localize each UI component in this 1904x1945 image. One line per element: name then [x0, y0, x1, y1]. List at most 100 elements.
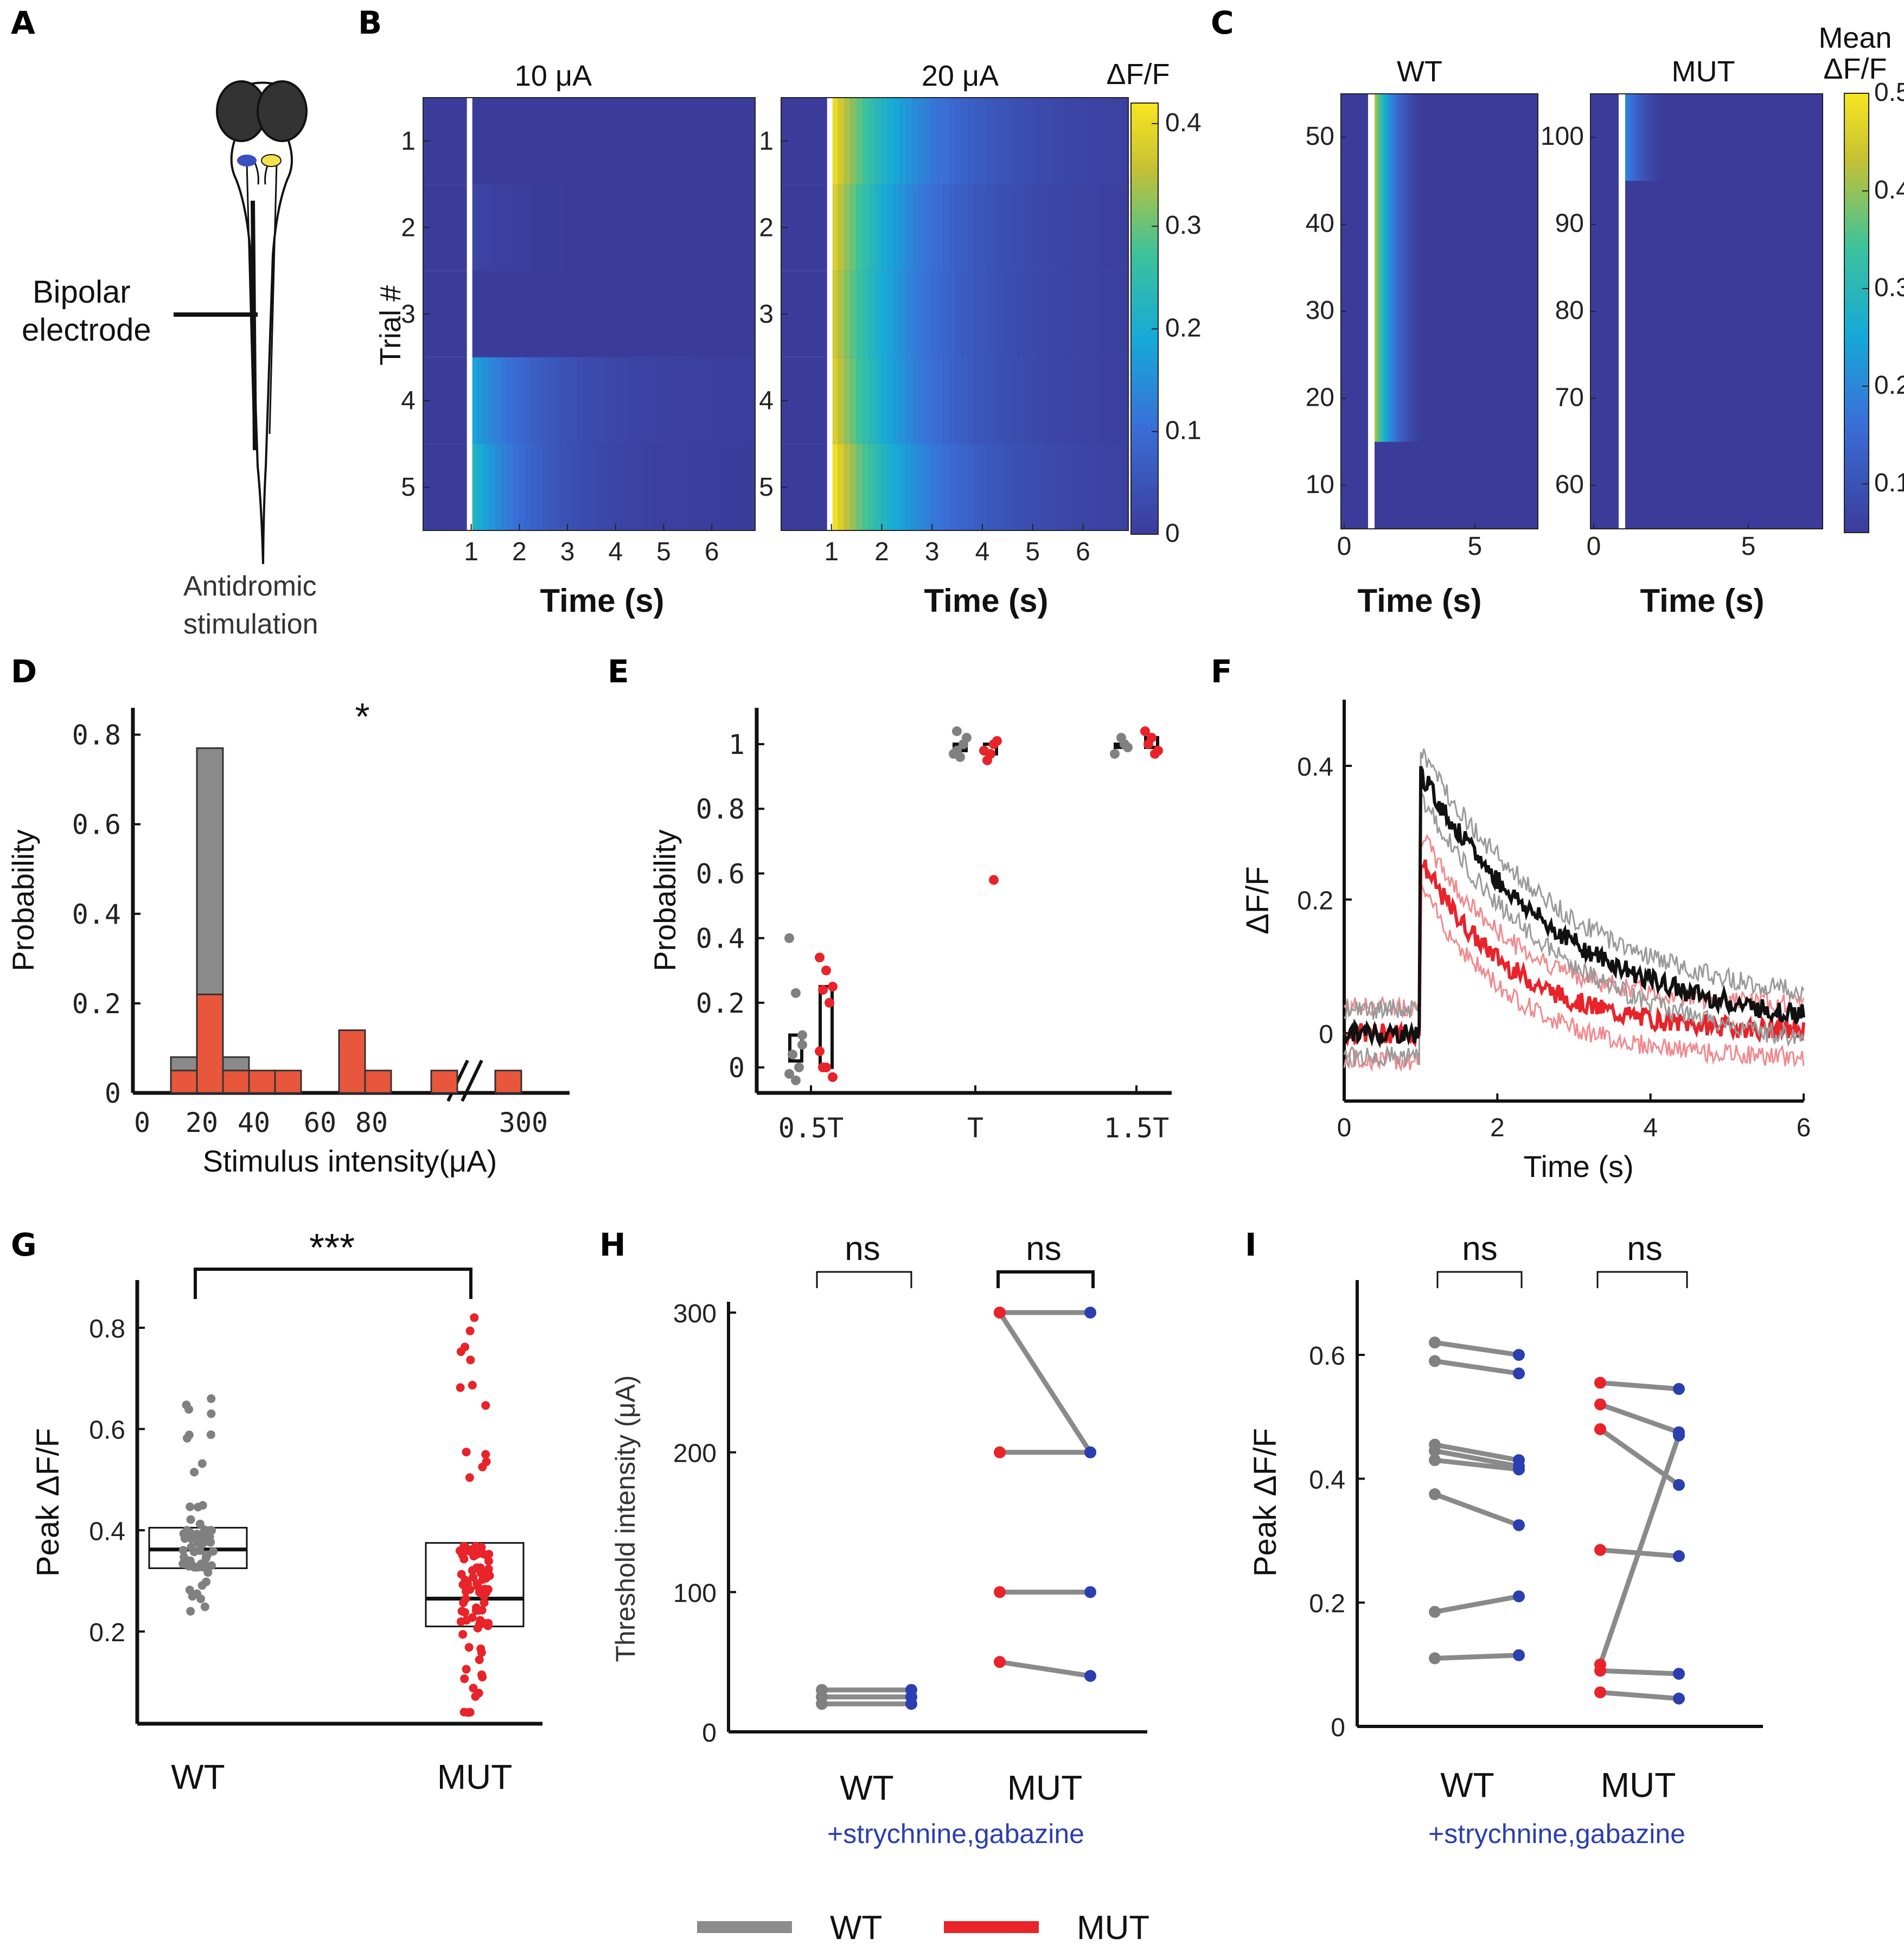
wt-point [202, 1577, 211, 1586]
heatmap-cell [572, 271, 578, 357]
heatmap-cell [648, 98, 655, 184]
heatmap-cell [542, 98, 549, 184]
heatmap-cell [942, 271, 950, 357]
mut-point [483, 1585, 493, 1594]
heatmap-cell [701, 98, 708, 184]
colorbar-tick-label: 0 [1165, 519, 1180, 548]
x-tick-label: 60 [304, 1107, 336, 1138]
panel-f: 0 2 4 6 0 0.2 0.4 Time (s) ΔF/F [1240, 700, 1811, 1183]
heatmap-cell [631, 271, 637, 357]
heatmap-cell [918, 184, 925, 271]
x-tick-label: 0 [1337, 1114, 1352, 1142]
wt-point [180, 1534, 189, 1543]
heatmap-cell [583, 444, 590, 530]
heatmap-cell [495, 271, 502, 357]
heatmap-cell [1631, 94, 1634, 181]
heatmap-cell [918, 444, 925, 530]
heatmap-cell [955, 271, 962, 357]
x-tick-label: 5 [1467, 532, 1482, 561]
heatmap-cell [856, 357, 863, 444]
heatmap-cell [1381, 94, 1384, 442]
right-eye [257, 80, 308, 142]
heatmap-cell [961, 357, 968, 444]
heatmap-cell [707, 357, 714, 444]
heatmap-cell [577, 184, 584, 271]
after-point [1673, 1383, 1685, 1395]
heatmap-cell [1379, 94, 1382, 442]
heatmap-cell [1047, 444, 1055, 530]
heatmap-cell [1122, 98, 1129, 184]
heatmap-cell [631, 184, 637, 271]
heatmap-cell [862, 444, 869, 530]
mut-point [476, 1616, 485, 1625]
heatmap-cell [856, 184, 863, 271]
heatmap-cell [949, 444, 956, 530]
y-tick-label: 2 [759, 213, 774, 242]
pair-line [1434, 1653, 1519, 1661]
heatmap-cell [961, 184, 968, 271]
heatmap-cell [1679, 94, 1682, 181]
wt-point [952, 745, 962, 756]
heatmap-cell [1376, 94, 1379, 442]
heatmap-cell [542, 184, 549, 271]
heatmap-cell [874, 271, 881, 357]
heatmap-cell [548, 98, 555, 184]
mut-point [481, 1450, 490, 1459]
heatmap-cell [911, 98, 919, 184]
heatmap-cell [1060, 357, 1067, 444]
heatmap-cell [707, 271, 714, 357]
i-ylabel: Peak ΔF/F [1248, 1428, 1283, 1577]
mut-point [461, 1586, 470, 1596]
heatmap-cell [1023, 184, 1030, 271]
heatmap-cell [731, 357, 738, 444]
heatmap-cell [1122, 184, 1129, 271]
mut-point [458, 1630, 468, 1639]
mut-mean-trace [1343, 859, 1805, 1048]
heatmap-cell [1405, 94, 1408, 442]
heatmap-cell [1704, 94, 1707, 181]
heatmap-cell [495, 98, 502, 184]
heatmap-cell [887, 444, 894, 530]
heatmap-cell [607, 184, 614, 271]
mut-point [468, 1613, 477, 1622]
wt-point [190, 1468, 199, 1477]
c-xlabel-wt: Time (s) [1358, 583, 1482, 619]
heatmap-cell [967, 184, 974, 271]
wt-point [797, 1040, 807, 1050]
heatmap-cell [936, 98, 943, 184]
y-tick-label: 3 [401, 300, 416, 329]
wt-point [186, 1502, 195, 1512]
after-point [1673, 1429, 1685, 1442]
x-tick-label: 4 [608, 538, 623, 566]
heatmap-cell [672, 184, 679, 271]
heatmap-cell [654, 357, 661, 444]
mut-point [465, 1473, 474, 1482]
heatmap-cell [548, 444, 555, 530]
heatmap-cell [554, 98, 561, 184]
heatmap-cell [862, 357, 869, 444]
x-tick-label: 300 [499, 1107, 548, 1138]
y-tick-label: 100 [1541, 122, 1584, 151]
heatmap-cell [1400, 94, 1403, 442]
wt-point [178, 1559, 188, 1569]
heatmap-cell [1122, 357, 1129, 444]
pair-line [1434, 1457, 1519, 1472]
heatmap-cell [961, 98, 968, 184]
heatmap-cell [719, 444, 726, 530]
heatmap-cell [1023, 271, 1030, 357]
heatmap-cell [986, 444, 993, 530]
pair-line [1434, 1442, 1519, 1463]
heatmap-cell [536, 357, 543, 444]
heatmap-cell [1011, 444, 1018, 530]
y-tick-label: 0.2 [1309, 1590, 1345, 1618]
x-tick-label: 0.5T [778, 1112, 844, 1144]
heatmap-cell [838, 271, 845, 357]
pair-line [1434, 1358, 1519, 1376]
pair-line [1434, 1492, 1520, 1528]
x-tick-label: 40 [238, 1107, 270, 1138]
heatmap-cell [654, 98, 661, 184]
heatmap-cell [1085, 271, 1092, 357]
heatmap-cell [719, 98, 726, 184]
heatmap-cell [1091, 98, 1098, 184]
